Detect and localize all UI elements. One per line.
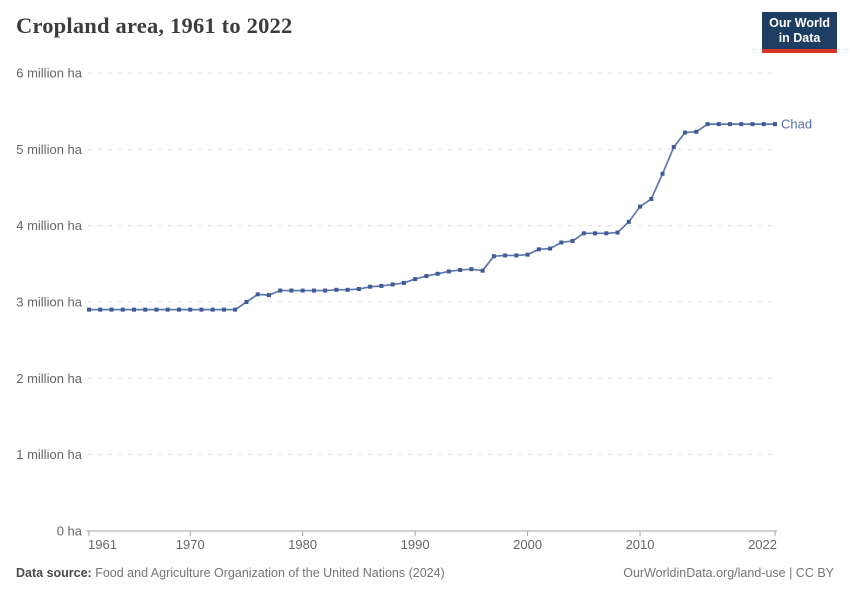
data-point[interactable] [165,307,170,312]
owid-logo-line1: Our World [769,16,830,30]
data-point[interactable] [570,238,575,243]
data-point[interactable] [199,307,204,312]
data-source-note: Data source: Food and Agriculture Organi… [16,566,445,580]
x-axis-tick-label: 1980 [288,537,317,552]
data-source-text: Food and Agriculture Organization of the… [91,566,445,580]
data-point[interactable] [503,253,508,258]
data-point[interactable] [266,293,271,298]
data-point[interactable] [469,267,474,272]
data-point[interactable] [233,307,238,312]
data-point[interactable] [131,307,136,312]
data-point[interactable] [514,253,519,258]
y-axis-tick-label: 2 million ha [16,371,83,386]
data-point[interactable] [604,231,609,236]
data-point[interactable] [300,288,305,293]
data-point[interactable] [728,122,733,127]
data-point[interactable] [739,122,744,127]
line-chart-canvas[interactable]: 0 ha 1 million ha 2 million ha 3 million ha… [0,60,850,560]
data-point[interactable] [548,246,553,251]
data-point[interactable] [638,204,643,209]
data-point[interactable] [525,252,530,257]
data-point[interactable] [278,288,283,293]
data-point[interactable] [626,219,631,224]
data-point[interactable] [615,230,620,235]
data-point[interactable] [188,307,193,312]
data-point[interactable] [694,129,699,134]
data-point[interactable] [435,271,440,276]
data-point[interactable] [368,284,373,289]
data-point[interactable] [705,122,710,127]
data-point[interactable] [334,287,339,292]
data-point[interactable] [671,145,676,150]
data-point[interactable] [87,307,91,312]
data-point[interactable] [413,277,418,282]
owid-logo[interactable]: Our World in Data [762,12,837,53]
y-axis-tick-label: 0 ha [57,524,83,539]
data-point[interactable] [356,287,361,292]
data-point[interactable] [289,288,294,293]
data-point[interactable] [480,268,485,273]
data-point[interactable] [154,307,159,312]
data-point[interactable] [593,231,598,236]
data-point[interactable] [120,307,125,312]
data-point[interactable] [716,122,721,127]
x-axis-tick-label: 1970 [176,537,205,552]
series-line-chad[interactable] [88,123,776,311]
y-axis-tick-label: 4 million ha [16,218,83,233]
x-axis-tick-label: 2000 [513,537,542,552]
x-axis-tick-label: 1961 [88,537,117,552]
data-point[interactable] [221,307,226,312]
data-point[interactable] [379,283,384,288]
x-axis-tick-label: 2022 [748,537,777,552]
data-point[interactable] [536,247,541,252]
y-axis-tick-label: 6 million ha [16,66,83,81]
data-point[interactable] [649,196,654,201]
data-point[interactable] [255,292,260,297]
chart-footer: Data source: Food and Agriculture Organi… [16,566,834,580]
data-point[interactable] [660,171,665,176]
data-point[interactable] [143,307,148,312]
owid-logo-line2: in Data [778,31,821,45]
y-axis-tick-label: 3 million ha [16,295,83,310]
page-title: Cropland area, 1961 to 2022 [16,13,293,38]
data-point[interactable] [176,307,181,312]
data-point[interactable] [390,282,395,287]
data-point[interactable] [446,269,451,274]
data-point[interactable] [581,231,586,236]
data-point[interactable] [491,254,496,259]
credit-line[interactable]: OurWorldinData.org/land-use | CC BY [623,566,834,580]
data-point[interactable] [750,122,755,127]
data-point[interactable] [773,122,777,127]
data-point[interactable] [323,288,328,293]
data-point[interactable] [244,300,249,304]
data-point[interactable] [109,307,114,312]
data-point[interactable] [458,267,463,272]
y-axis-tick-label: 1 million ha [16,447,83,462]
data-point[interactable] [345,287,350,292]
y-axis-tick-label: 5 million ha [16,142,83,157]
x-axis-tick-label: 1990 [401,537,430,552]
data-point[interactable] [683,130,688,135]
series-label-chad[interactable]: Chad [781,117,812,132]
data-point[interactable] [761,122,766,127]
x-axis-tick-label: 2010 [626,537,655,552]
data-point[interactable] [424,274,429,279]
data-point[interactable] [311,288,316,293]
data-source-label: Data source: [16,566,92,580]
data-point[interactable] [401,280,406,285]
data-point[interactable] [559,240,564,245]
data-point[interactable] [98,307,103,312]
data-point[interactable] [210,307,215,312]
